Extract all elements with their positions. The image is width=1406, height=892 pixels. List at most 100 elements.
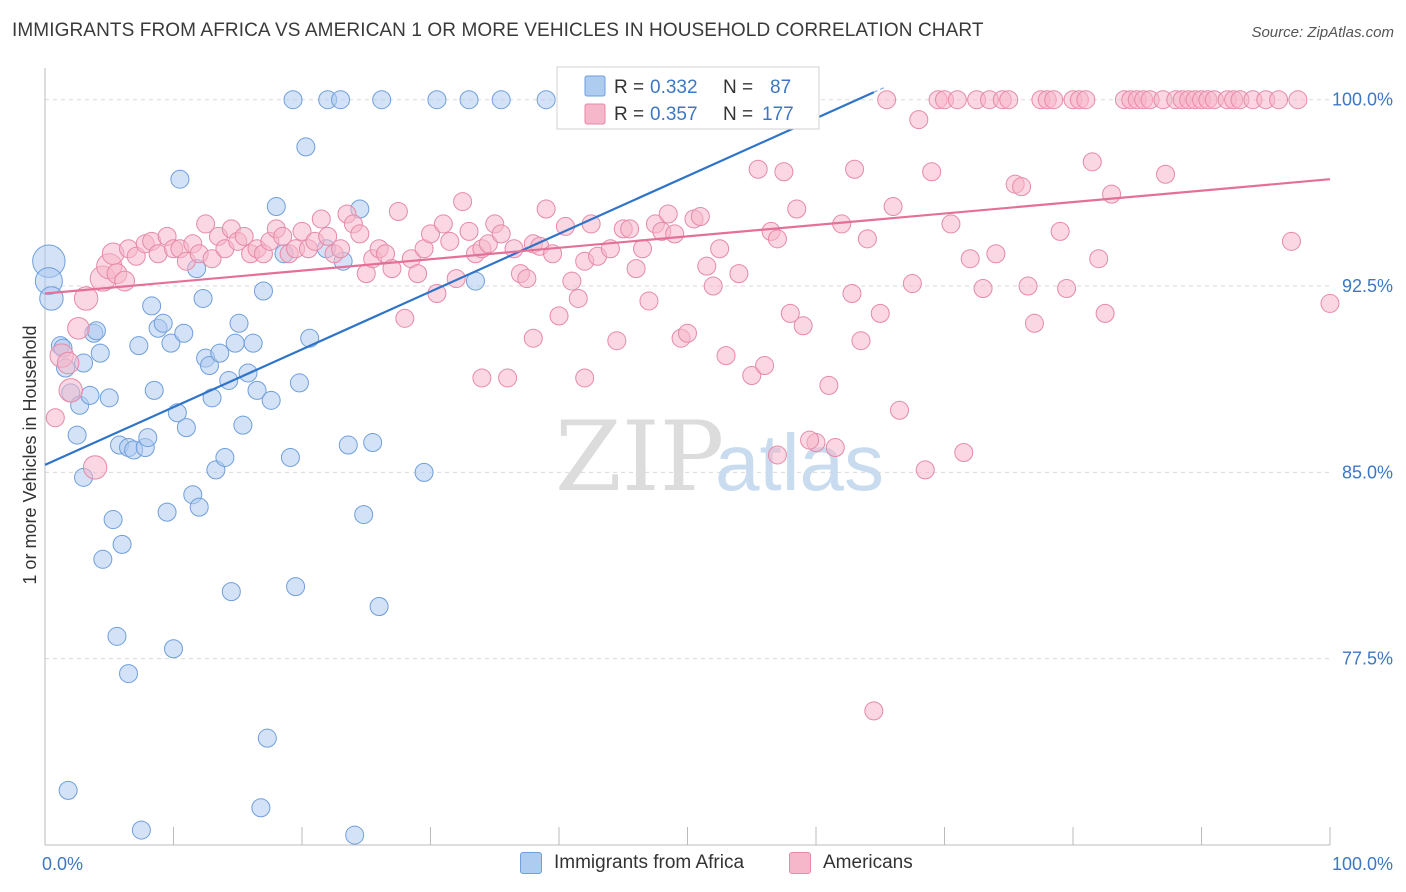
legend-swatch-immigrants — [520, 852, 542, 874]
y-tick-label: 77.5% — [1342, 649, 1393, 669]
chart-title: IMMIGRANTS FROM AFRICA VS AMERICAN 1 OR … — [12, 20, 984, 41]
data-point — [780, 303, 800, 323]
data-point — [119, 664, 139, 684]
data-point — [536, 199, 556, 219]
data-point — [941, 214, 961, 234]
data-point — [1050, 221, 1070, 241]
data-point — [354, 505, 374, 525]
data-point — [665, 224, 685, 244]
data-point — [395, 308, 415, 328]
data-point — [742, 365, 762, 385]
y-tick-label: 85.0% — [1342, 462, 1393, 482]
data-point — [433, 214, 453, 234]
data-point — [39, 286, 64, 311]
data-point — [164, 639, 183, 659]
data-point — [107, 626, 127, 646]
data-point — [800, 430, 820, 450]
data-point — [1288, 90, 1308, 110]
data-point — [129, 336, 149, 356]
data-point — [639, 291, 659, 311]
data-point — [870, 303, 890, 323]
data-point — [229, 313, 249, 333]
data-point — [1320, 293, 1340, 313]
legend-item-immigrants-from-africa: Immigrants from Africa — [520, 852, 744, 874]
data-point — [300, 328, 320, 348]
data-point — [890, 400, 910, 420]
axes — [44, 68, 1331, 846]
watermark-zip: ZIP — [555, 401, 724, 513]
data-point — [170, 169, 190, 189]
data-point — [857, 229, 877, 249]
data-point — [710, 239, 730, 259]
data-point — [678, 323, 697, 343]
data-point — [523, 328, 543, 348]
watermark: ZIP atlas — [555, 401, 884, 513]
data-point — [345, 825, 365, 845]
data-point — [922, 162, 942, 182]
data-point — [851, 331, 871, 351]
data-point — [842, 283, 862, 303]
legend-swatch-pink — [584, 103, 606, 125]
data-point — [658, 204, 678, 224]
data-point — [318, 226, 338, 246]
data-point — [247, 380, 267, 400]
data-point — [90, 343, 110, 363]
source-label: Source: ZipAtlas.com — [1251, 24, 1394, 41]
data-point — [568, 288, 588, 308]
data-point — [748, 159, 768, 179]
data-point — [446, 269, 466, 289]
data-point — [174, 323, 194, 343]
data-point — [986, 244, 1006, 264]
legend-swatch-blue — [584, 75, 606, 97]
data-point — [909, 110, 929, 130]
data-point — [864, 701, 884, 721]
data-point — [331, 90, 351, 110]
data-point — [1076, 90, 1096, 110]
data-point — [517, 269, 537, 289]
data-point — [825, 438, 845, 458]
y-axis-label: 1 or more Vehicles in Household — [20, 325, 40, 584]
data-point — [261, 390, 281, 410]
data-point — [82, 455, 108, 480]
data-point — [138, 428, 158, 448]
data-point — [1018, 276, 1038, 296]
data-point — [1281, 231, 1301, 251]
data-point — [210, 343, 230, 363]
data-point — [427, 283, 447, 303]
data-point — [234, 226, 254, 246]
data-point — [189, 497, 209, 517]
data-point — [1057, 279, 1077, 299]
data-point — [459, 221, 479, 241]
data-point — [716, 346, 736, 366]
data-point — [774, 162, 794, 182]
data-point — [144, 380, 164, 400]
trend-line — [44, 178, 1331, 295]
legend-n-label-pink: N = — [723, 104, 753, 125]
trend-lines — [44, 85, 1331, 466]
data-point — [215, 447, 235, 467]
data-point — [1082, 152, 1102, 172]
x-tick-label: 0.0% — [42, 854, 83, 874]
data-point — [266, 197, 286, 217]
data-point — [877, 90, 897, 110]
legend-label-immigrants: Immigrants from Africa — [554, 852, 745, 873]
data-point — [703, 276, 723, 296]
data-point — [1269, 90, 1289, 110]
data-point — [196, 214, 216, 234]
data-point — [690, 206, 710, 226]
data-point — [253, 281, 273, 301]
data-point — [199, 356, 219, 376]
data-point — [286, 577, 306, 597]
data-point — [363, 433, 383, 453]
data-point — [80, 385, 100, 405]
data-point — [607, 331, 627, 351]
data-point — [427, 90, 447, 110]
correlation-legend: R = 0.332 N = 87 R = 0.357 N = 177 — [556, 66, 820, 130]
data-point — [453, 192, 473, 212]
data-point — [1012, 177, 1032, 197]
data-point — [633, 239, 653, 259]
data-point — [372, 90, 392, 110]
data-point — [793, 316, 813, 336]
data-point — [549, 306, 569, 326]
